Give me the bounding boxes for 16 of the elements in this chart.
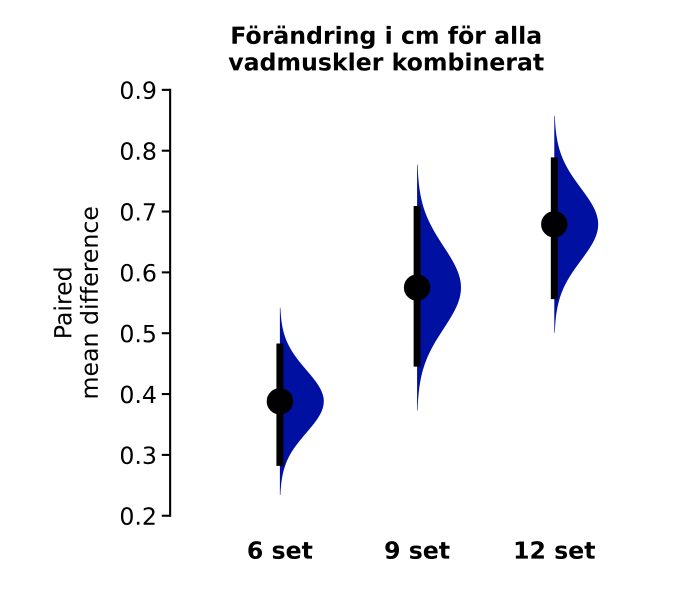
x-tick-label: 12 set [516,541,595,560]
y-tick-label: 0.7 [120,202,155,221]
y-axis-title: Paired mean difference [53,207,98,398]
point [404,274,430,301]
y-tick-label: 0.5 [120,324,155,343]
y-tick-label: 0.9 [120,81,156,100]
y-tick-label: 0.3 [120,446,156,464]
point [266,388,294,415]
y-tick-label: 0.2 [120,507,155,526]
y-tick-label: 0.8 [120,142,156,160]
point [541,211,568,238]
x-tick-label: 9 set [385,541,450,560]
y-tick-label: 0.4 [120,386,156,404]
chart-title: Förändring i cm för alla vadmuskler kombinerat [228,26,544,71]
x-tick-label: 6 set [248,541,312,560]
y-tick-label: 0.6 [120,264,156,282]
